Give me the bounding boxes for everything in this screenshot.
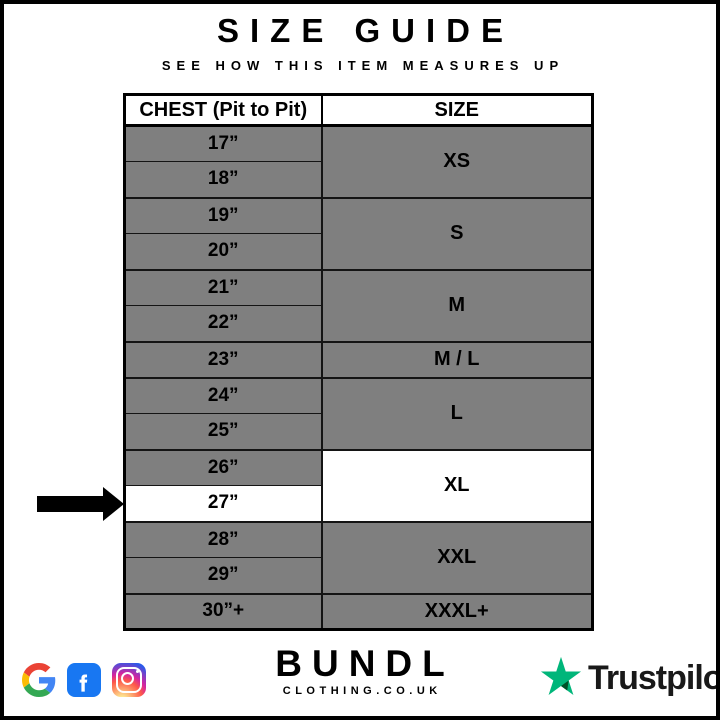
chest-cell: 24” — [123, 376, 323, 414]
brand-domain: CLOTHING.CO.UK — [282, 685, 442, 697]
chest-cell: 27” — [123, 485, 323, 523]
social-icons — [22, 663, 146, 697]
facebook-icon[interactable] — [67, 663, 101, 697]
size-cell: S — [320, 196, 594, 271]
chest-cell: 18” — [123, 161, 323, 199]
page-subtitle: SEE HOW THIS ITEM MEASURES UP — [161, 58, 565, 73]
table-row: 18” — [123, 161, 593, 199]
table-row: 24” L — [123, 376, 594, 451]
size-cell: XXL — [320, 520, 594, 595]
table-row: 30”+ XXXL+ — [123, 592, 594, 631]
trustpilot-badge[interactable]: Trustpilot — [538, 655, 720, 701]
size-cell: M — [320, 268, 594, 343]
table-row: 22” — [123, 305, 593, 343]
size-cell: XS — [320, 124, 594, 199]
chest-cell: 19” — [123, 196, 323, 234]
arrow-head-icon — [103, 486, 124, 521]
instagram-lens — [121, 672, 134, 685]
instagram-icon[interactable] — [112, 663, 146, 697]
instagram-flash-dot — [136, 670, 139, 673]
table-row: 29” — [123, 557, 593, 595]
chest-cell: 26” — [123, 448, 323, 486]
row-pointer-arrow — [35, 486, 124, 521]
table-row: 23” M / L — [123, 340, 594, 379]
chest-cell: 21” — [123, 268, 323, 306]
table-row: 19” S — [123, 196, 594, 271]
size-cell: XL — [320, 448, 594, 523]
table-row: 20” — [123, 233, 593, 271]
chest-cell: 29” — [123, 557, 323, 595]
brand-logo: BUNDL CLOTHING.CO.UK — [240, 645, 480, 697]
table-row: 17” XS — [123, 124, 594, 199]
table-row: 27” — [123, 485, 593, 523]
chest-cell: 20” — [123, 233, 323, 271]
size-cell: XXXL+ — [320, 592, 594, 631]
table-header-row: CHEST (Pit to Pit) SIZE — [123, 93, 594, 127]
size-table: CHEST (Pit to Pit) SIZE 17” XS 18” 19” S 20” 2… — [123, 93, 594, 631]
trustpilot-label: Trustpilot — [588, 658, 720, 697]
column-header-chest: CHEST (Pit to Pit) — [123, 93, 323, 127]
chest-cell: 30”+ — [123, 592, 323, 631]
google-icon[interactable] — [22, 663, 56, 697]
table-row: 26” XL — [123, 448, 594, 523]
chest-cell: 22” — [123, 305, 323, 343]
table-row: 25” — [123, 413, 593, 451]
brand-name: BUNDL — [275, 643, 455, 684]
arrow-shaft — [37, 495, 105, 512]
chest-cell: 28” — [123, 520, 323, 558]
column-header-size: SIZE — [320, 93, 594, 127]
chest-cell: 23” — [123, 340, 323, 379]
table-row: 21” M — [123, 268, 594, 343]
page-title: SIZE GUIDE — [216, 12, 515, 49]
instagram-lens-frame — [116, 667, 142, 693]
trustpilot-star-icon — [540, 656, 582, 696]
chest-cell: 17” — [123, 124, 323, 162]
size-cell: L — [320, 376, 594, 451]
size-cell: M / L — [320, 340, 594, 379]
table-row: 28” XXL — [123, 520, 594, 595]
chest-cell: 25” — [123, 413, 323, 451]
